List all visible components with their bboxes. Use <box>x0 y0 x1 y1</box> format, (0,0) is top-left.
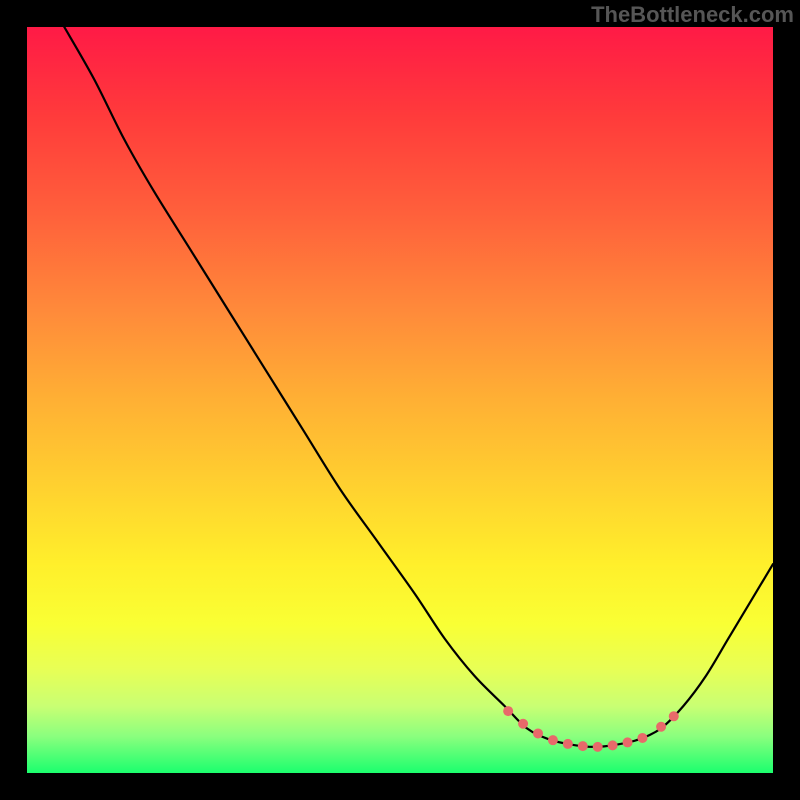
marker-point <box>623 737 633 747</box>
marker-point <box>593 742 603 752</box>
plot-area <box>27 27 773 773</box>
marker-point <box>637 733 647 743</box>
marker-point <box>669 711 679 721</box>
marker-point <box>656 722 666 732</box>
marker-point <box>518 719 528 729</box>
marker-point <box>578 741 588 751</box>
watermark-text: TheBottleneck.com <box>591 2 794 28</box>
bottleneck-chart <box>27 27 773 773</box>
outer-frame: TheBottleneck.com <box>0 0 800 800</box>
chart-background <box>27 27 773 773</box>
marker-point <box>608 740 618 750</box>
marker-point <box>548 735 558 745</box>
marker-point <box>533 728 543 738</box>
marker-point <box>503 706 513 716</box>
marker-point <box>563 739 573 749</box>
